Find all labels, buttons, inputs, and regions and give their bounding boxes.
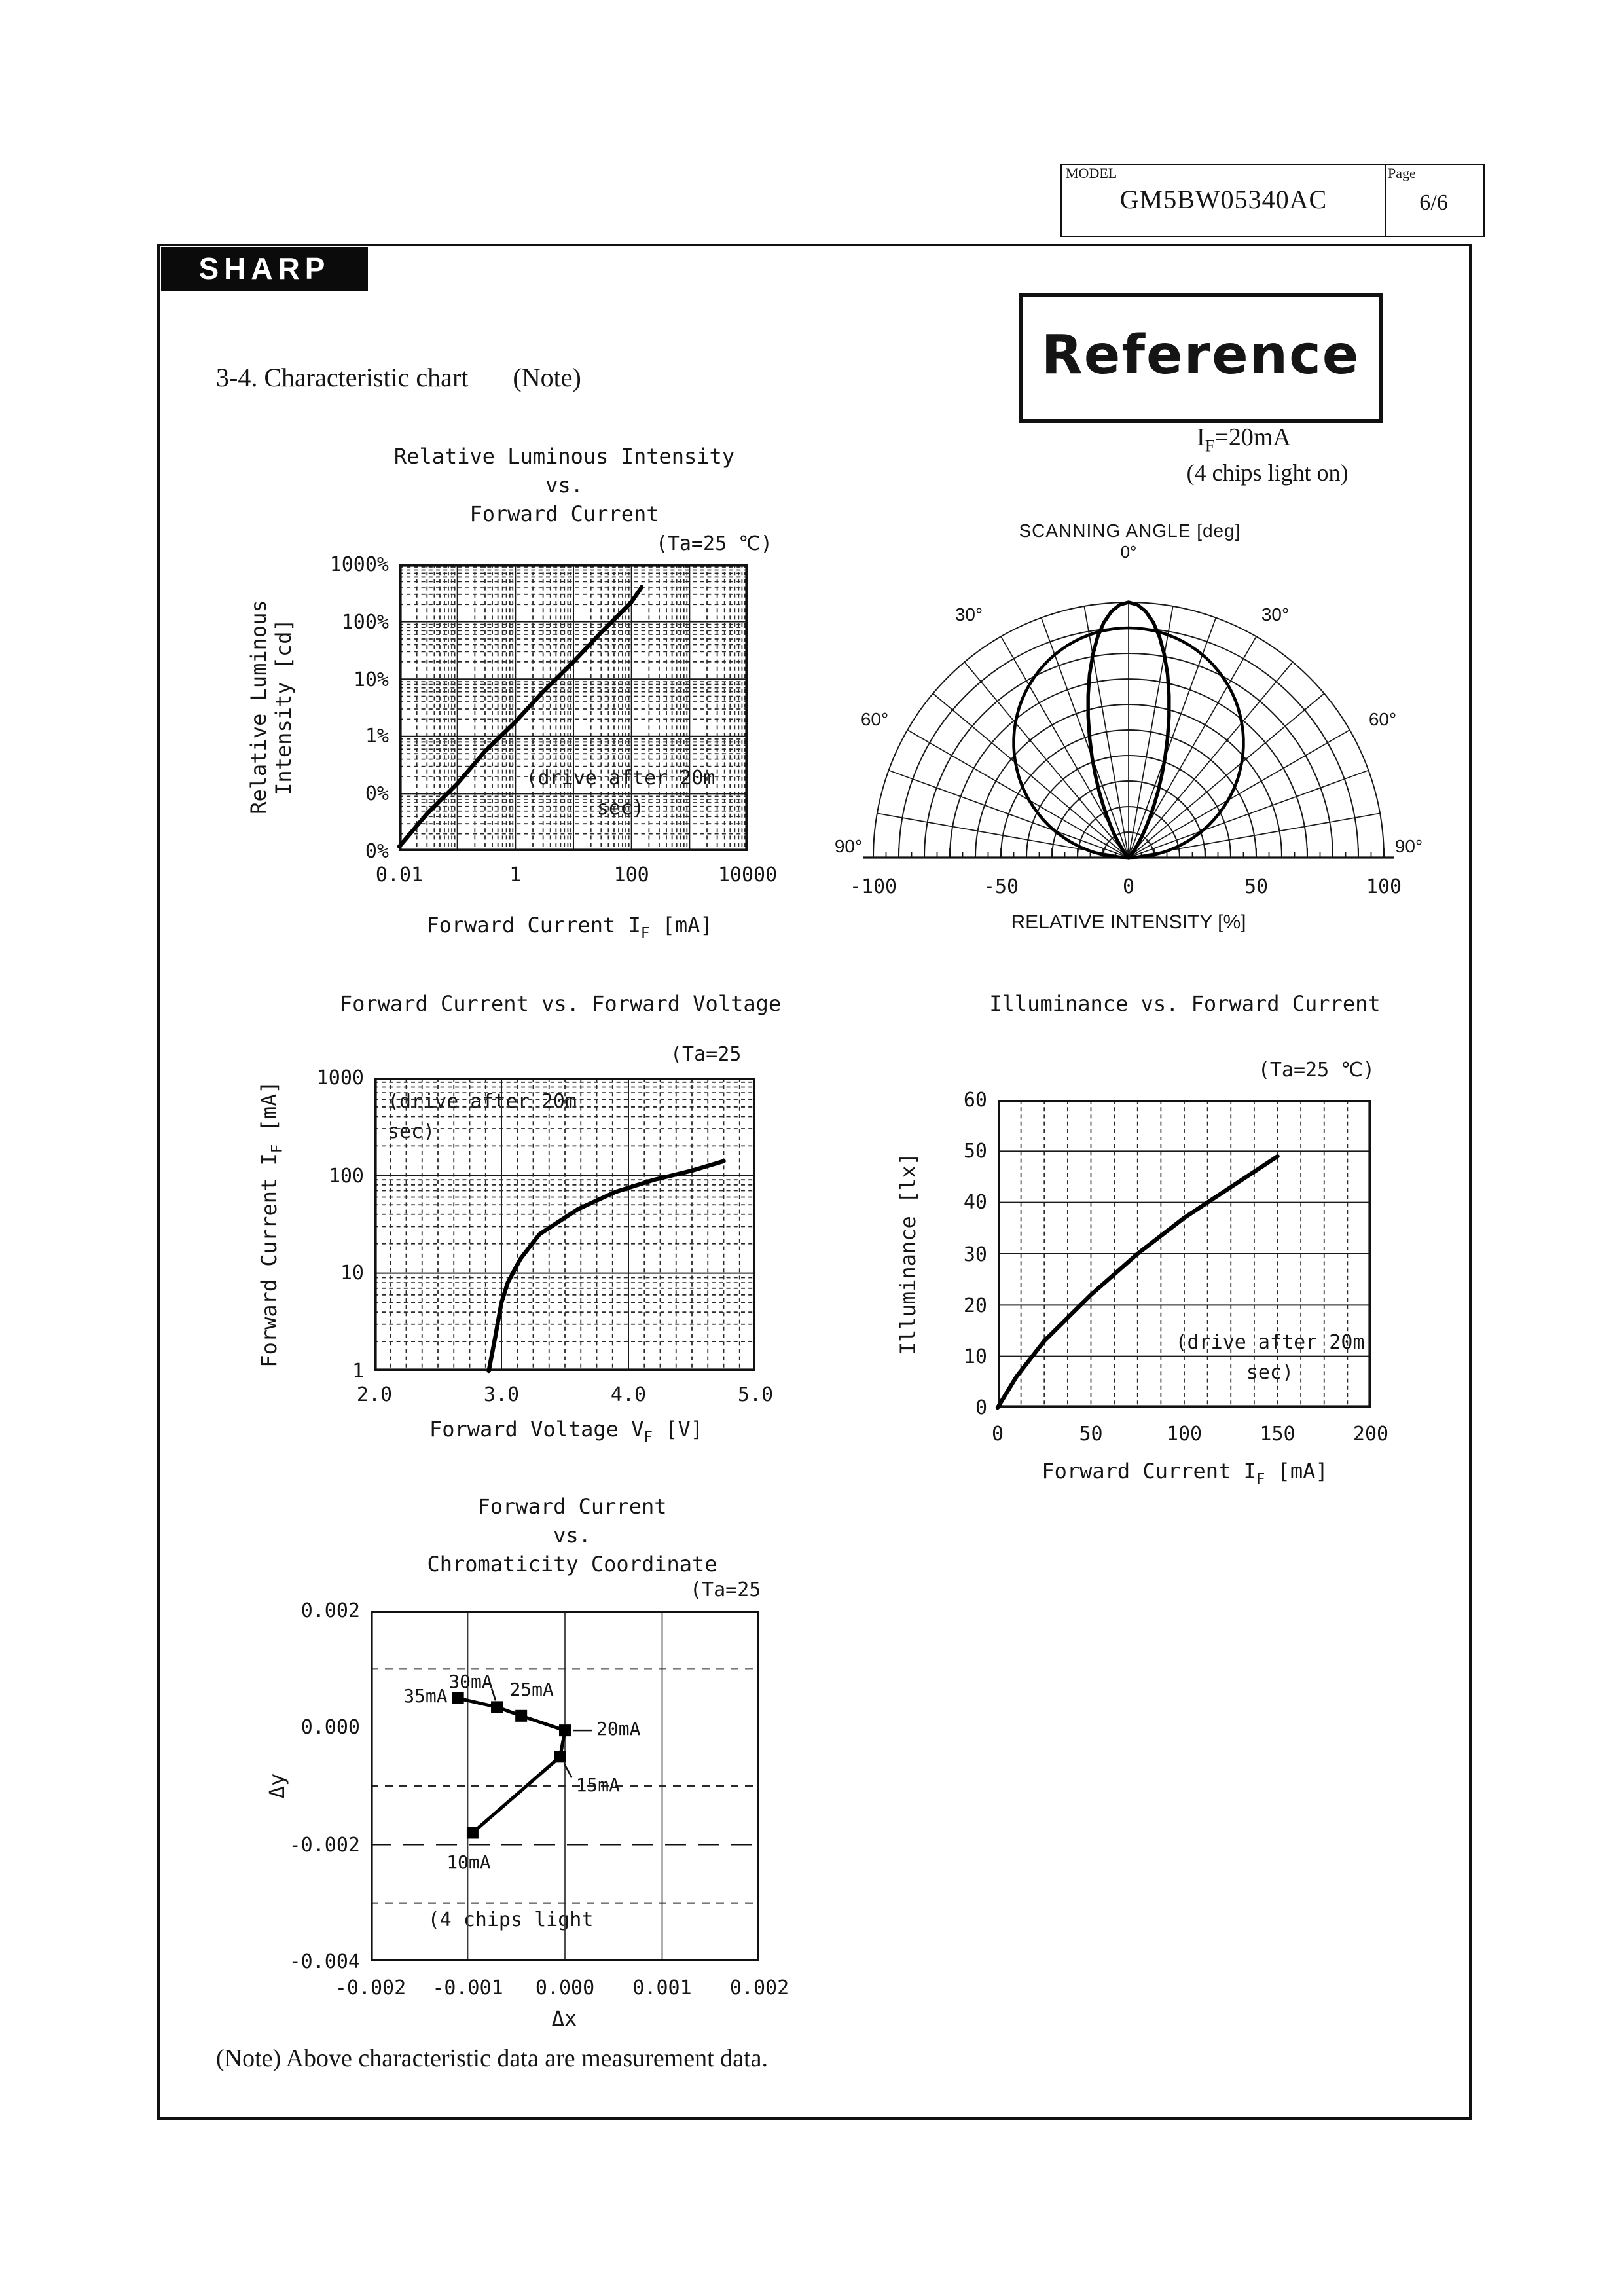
chart5-point-label: 25mA bbox=[509, 1680, 554, 1702]
chart3-x-tick: 3.0 bbox=[483, 1383, 520, 1406]
chart5-point-label: 20mA bbox=[596, 1719, 641, 1740]
chart4-annotation: (drive after 20m sec) bbox=[1165, 1328, 1375, 1388]
polar-angle-90-left: 90° bbox=[834, 835, 863, 856]
polar-angle-30-left: 30° bbox=[954, 604, 983, 625]
chart1-title: Relative Luminous Intensity vs. Forward … bbox=[348, 443, 780, 529]
chart3-x-tick: 4.0 bbox=[610, 1383, 647, 1406]
chart4-x-tick: 200 bbox=[1352, 1422, 1389, 1446]
chart5-x-tick: -0.002 bbox=[335, 1976, 407, 1999]
chart5-x-tick: 0.002 bbox=[729, 1976, 789, 1999]
chart1-x-tick: 10000 bbox=[717, 863, 778, 886]
polar-x-tick: 100 bbox=[1366, 875, 1402, 898]
polar-condition-current: IF=20mA bbox=[1197, 424, 1291, 456]
page-label: Page bbox=[1388, 166, 1416, 182]
polar-x-tick: 0 bbox=[1122, 875, 1135, 898]
chart1-y-tick: 1000% bbox=[329, 553, 389, 576]
section-title-text: 3-4. Characteristic chart bbox=[216, 364, 469, 393]
chart4-y-tick: 20 bbox=[963, 1293, 987, 1317]
chart5-x-tick: 0.000 bbox=[535, 1976, 595, 1999]
page-box: Page 6/6 bbox=[1384, 164, 1485, 237]
chart1-y-tick: 0% bbox=[365, 782, 389, 806]
chart1-plot bbox=[397, 564, 748, 851]
chart3-xlabel: Forward Voltage VF [V] bbox=[429, 1417, 704, 1446]
chart4-y-tick: 0 bbox=[975, 1396, 987, 1419]
chart5-plot bbox=[370, 1610, 760, 1962]
chart5-point-label: 35mA bbox=[403, 1686, 448, 1707]
footer-note: (Note) Above characteristic data are mea… bbox=[216, 2045, 768, 2073]
chart1-y-tick: 100% bbox=[341, 610, 389, 634]
chart5-x-tick: -0.001 bbox=[432, 1976, 503, 1999]
chart3-x-tick: 2.0 bbox=[356, 1383, 393, 1406]
chart5-x-tick: 0.001 bbox=[632, 1976, 692, 1999]
polar-condition-chips: (4 chips light on) bbox=[1186, 460, 1349, 486]
polar-x-tick: 50 bbox=[1244, 875, 1269, 898]
chart5-point-label: 30mA bbox=[448, 1671, 493, 1693]
chart1-y-tick: 1% bbox=[365, 724, 389, 748]
chart3-y-tick: 10 bbox=[340, 1261, 364, 1285]
chart4-plot bbox=[995, 1099, 1371, 1410]
chart1-title-line1: Relative Luminous Intensity bbox=[393, 444, 735, 469]
chart4-x-tick: 0 bbox=[991, 1422, 1004, 1446]
chart3-y-tick: 1000 bbox=[316, 1066, 364, 1089]
chart1-condition: (Ta=25 ℃) bbox=[655, 532, 772, 555]
chart1-y-tick: 10% bbox=[353, 667, 389, 691]
model-label: MODEL bbox=[1066, 166, 1117, 182]
polar-zero-label: 0° bbox=[1120, 542, 1137, 562]
polar-plot bbox=[863, 600, 1394, 860]
chart5-note: (4 chips light bbox=[427, 1908, 594, 1931]
chart4-y-tick: 40 bbox=[963, 1190, 987, 1214]
chart4-y-tick: 10 bbox=[963, 1344, 987, 1368]
chart4-title: Illuminance vs. Forward Current bbox=[989, 991, 1381, 1016]
chart1-x-tick: 0.01 bbox=[375, 863, 424, 886]
reference-stamp: Reference bbox=[1019, 293, 1383, 423]
chart5-point-label: 15mA bbox=[575, 1775, 620, 1796]
chart1-ylabel-line2: Intensity [cd] bbox=[271, 619, 296, 795]
polar-x-tick: -100 bbox=[849, 875, 897, 898]
chart3-title: Forward Current vs. Forward Voltage bbox=[339, 991, 782, 1016]
polar-angle-60-right: 60° bbox=[1368, 708, 1397, 729]
chart5-y-tick: -0.004 bbox=[289, 1950, 360, 1973]
chart1-ylabel-line1: Relative Luminous bbox=[246, 600, 271, 814]
section-note: (Note) bbox=[513, 364, 581, 393]
chart3-y-tick: 1 bbox=[352, 1359, 364, 1383]
chart4-xlabel: Forward Current IF [mA] bbox=[1042, 1459, 1328, 1488]
chart5-xlabel: Δx bbox=[551, 2006, 577, 2031]
chart4-y-tick: 50 bbox=[963, 1139, 987, 1163]
polar-axis-label: RELATIVE INTENSITY [%] bbox=[1011, 911, 1246, 934]
chart4-y-tick: 60 bbox=[963, 1088, 987, 1112]
chart4-x-tick: 100 bbox=[1166, 1422, 1203, 1446]
polar-angle-90-right: 90° bbox=[1394, 835, 1423, 856]
model-value: GM5BW05340AC bbox=[1119, 186, 1328, 215]
chart3-x-tick: 5.0 bbox=[737, 1383, 774, 1406]
content-border bbox=[157, 244, 1472, 2120]
chart3-y-tick: 100 bbox=[328, 1163, 364, 1188]
polar-x-tick: -50 bbox=[983, 875, 1019, 898]
chart1-title-line3: Forward Current bbox=[469, 501, 659, 526]
chart5-y-tick: 0.000 bbox=[300, 1715, 360, 1740]
chart4-condition: (Ta=25 ℃) bbox=[1258, 1058, 1375, 1082]
chart1-title-line2: vs. bbox=[545, 473, 583, 498]
section-title: 3-4. Characteristic chart (Note) bbox=[216, 364, 581, 394]
chart5-y-tick: -0.002 bbox=[289, 1832, 360, 1857]
polar-angle-30-right: 30° bbox=[1261, 604, 1290, 625]
chart4-x-tick: 150 bbox=[1260, 1422, 1296, 1446]
model-box: MODEL GM5BW05340AC bbox=[1060, 164, 1386, 237]
chart1-y-tick: 0% bbox=[365, 839, 389, 863]
chart3-condition: (Ta=25 bbox=[670, 1042, 742, 1066]
polar-title: SCANNING ANGLE [deg] bbox=[1019, 520, 1241, 541]
page-number: 6/6 bbox=[1419, 190, 1448, 215]
chart1-x-tick: 1 bbox=[509, 863, 522, 886]
chart3-plot bbox=[374, 1077, 756, 1374]
chart1-x-tick: 100 bbox=[613, 863, 649, 886]
chart4-x-tick: 50 bbox=[1079, 1422, 1103, 1446]
chart1-xlabel: Forward Current IF [mA] bbox=[426, 913, 713, 942]
chart5-title: Forward Current vs. Chromaticity Coordin… bbox=[427, 1494, 717, 1576]
polar-angle-60-left: 60° bbox=[860, 708, 889, 729]
sharp-logo: SHARP bbox=[161, 247, 368, 291]
chart5-y-tick: 0.002 bbox=[300, 1599, 360, 1622]
chart5-condition: (Ta=25 bbox=[690, 1578, 761, 1601]
chart4-y-tick: 30 bbox=[963, 1242, 987, 1266]
chart5-point-label: 10mA bbox=[446, 1852, 491, 1874]
